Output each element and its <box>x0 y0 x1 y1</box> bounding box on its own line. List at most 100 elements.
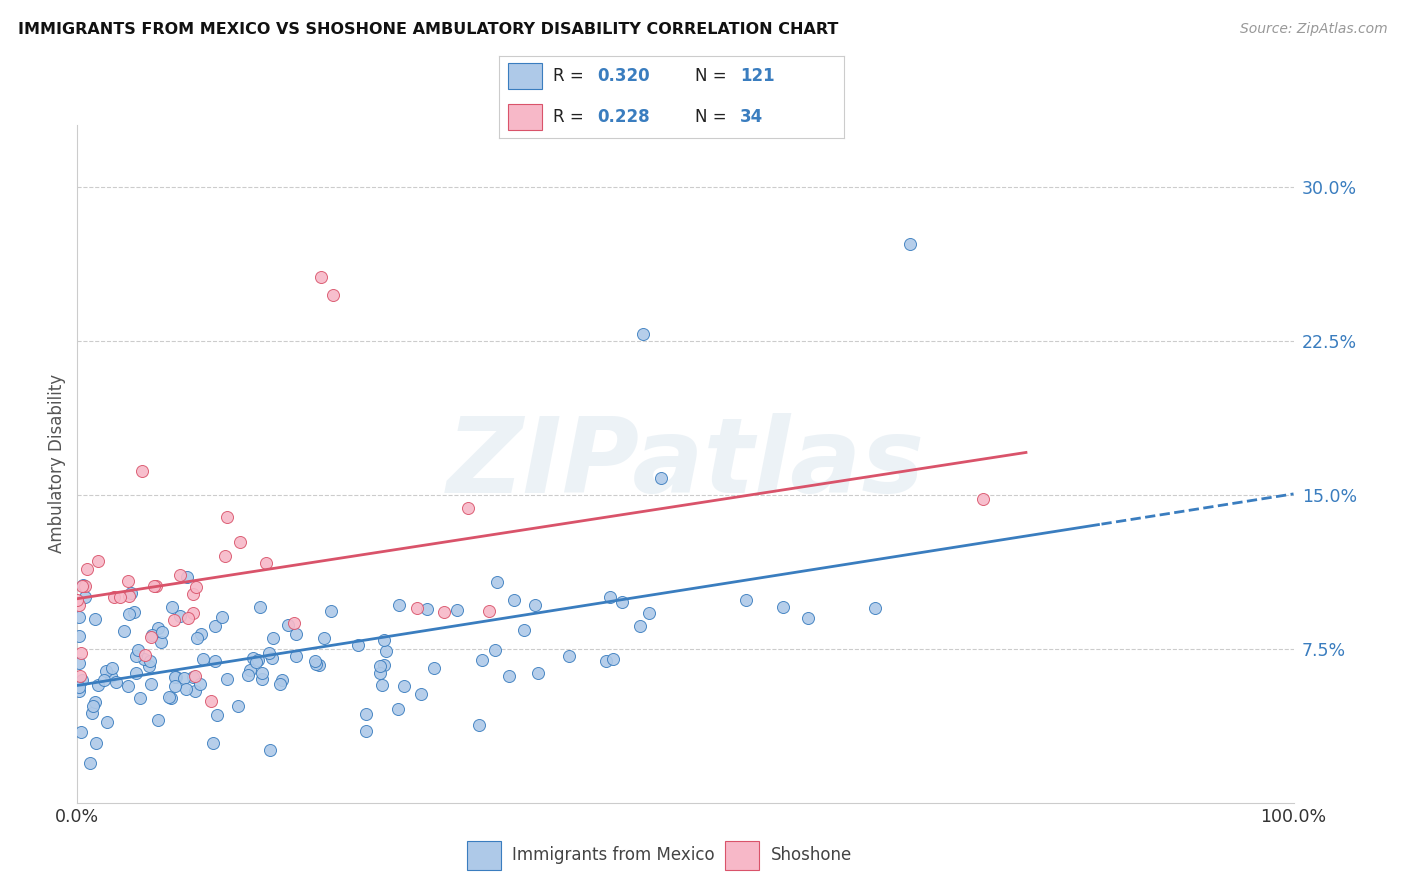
Point <box>103 590 125 604</box>
Point <box>211 610 233 624</box>
Point <box>599 590 621 604</box>
Point <box>190 627 212 641</box>
Point <box>76 562 98 576</box>
Point <box>375 644 398 658</box>
Text: 0.228: 0.228 <box>598 108 650 126</box>
Point <box>254 556 277 570</box>
Point <box>416 602 439 616</box>
Point <box>204 654 226 668</box>
Point <box>150 624 173 639</box>
Text: 34: 34 <box>741 108 763 126</box>
Point <box>236 668 259 682</box>
Point <box>67 598 90 612</box>
Point <box>69 646 91 660</box>
Point <box>145 579 167 593</box>
Point <box>200 694 222 708</box>
Point <box>82 698 104 713</box>
Point <box>118 589 141 603</box>
Bar <box>508 103 543 130</box>
Y-axis label: Ambulatory Disability: Ambulatory Disability <box>48 375 66 553</box>
Point <box>277 618 299 632</box>
Point <box>117 574 139 589</box>
Point <box>250 672 273 686</box>
Point <box>105 675 128 690</box>
Point <box>523 598 546 612</box>
Bar <box>467 841 501 870</box>
Point <box>270 673 292 687</box>
Point <box>204 619 226 633</box>
Bar <box>508 62 543 89</box>
Point <box>304 654 326 668</box>
Point <box>129 691 152 706</box>
Point <box>446 603 468 617</box>
Point <box>94 665 117 679</box>
Point <box>134 648 156 662</box>
Point <box>165 679 187 693</box>
Point <box>610 594 633 608</box>
Point <box>165 670 187 684</box>
Point <box>138 658 160 673</box>
Point <box>215 672 238 686</box>
Point <box>184 669 207 683</box>
Point <box>797 611 820 625</box>
Point <box>67 684 90 698</box>
Point <box>650 471 672 485</box>
Point <box>169 567 191 582</box>
Text: Source: ZipAtlas.com: Source: ZipAtlas.com <box>1240 22 1388 37</box>
Point <box>87 554 110 568</box>
Point <box>368 666 391 681</box>
Point <box>602 651 624 665</box>
Point <box>117 679 139 693</box>
Point <box>354 706 377 721</box>
Text: N =: N = <box>696 67 733 85</box>
Point <box>305 657 328 671</box>
Point <box>67 681 90 695</box>
Point <box>242 650 264 665</box>
Point <box>141 628 163 642</box>
Point <box>181 587 204 601</box>
Point <box>174 682 197 697</box>
Point <box>388 598 411 612</box>
Point <box>470 653 492 667</box>
Point <box>127 643 149 657</box>
Point <box>67 610 90 624</box>
Point <box>214 549 236 563</box>
Point <box>217 509 239 524</box>
Point <box>373 633 395 648</box>
Point <box>484 643 506 657</box>
Point <box>67 656 90 670</box>
Text: R =: R = <box>553 108 589 126</box>
Point <box>972 491 994 506</box>
Point <box>262 631 284 645</box>
Point <box>181 670 204 684</box>
Point <box>186 632 208 646</box>
Point <box>262 650 284 665</box>
Point <box>120 586 142 600</box>
Point <box>157 690 180 704</box>
Point <box>108 590 131 604</box>
Point <box>66 593 89 607</box>
Point <box>188 676 211 690</box>
Point <box>526 665 548 680</box>
Point <box>628 618 651 632</box>
Point <box>557 649 579 664</box>
Point <box>165 670 187 684</box>
Point <box>125 649 148 664</box>
Bar <box>725 841 759 870</box>
Point <box>87 678 110 692</box>
Point <box>124 666 146 681</box>
Text: ZIPatlas: ZIPatlas <box>446 413 925 515</box>
Point <box>100 669 122 683</box>
Point <box>149 635 172 649</box>
Text: 0.320: 0.320 <box>598 67 650 85</box>
Point <box>184 684 207 698</box>
Point <box>163 613 186 627</box>
Point <box>239 663 262 677</box>
Point <box>96 714 118 729</box>
Point <box>72 673 94 687</box>
Point <box>84 611 107 625</box>
Point <box>309 269 332 284</box>
Point <box>101 660 124 674</box>
Point <box>346 638 368 652</box>
Point <box>73 579 96 593</box>
